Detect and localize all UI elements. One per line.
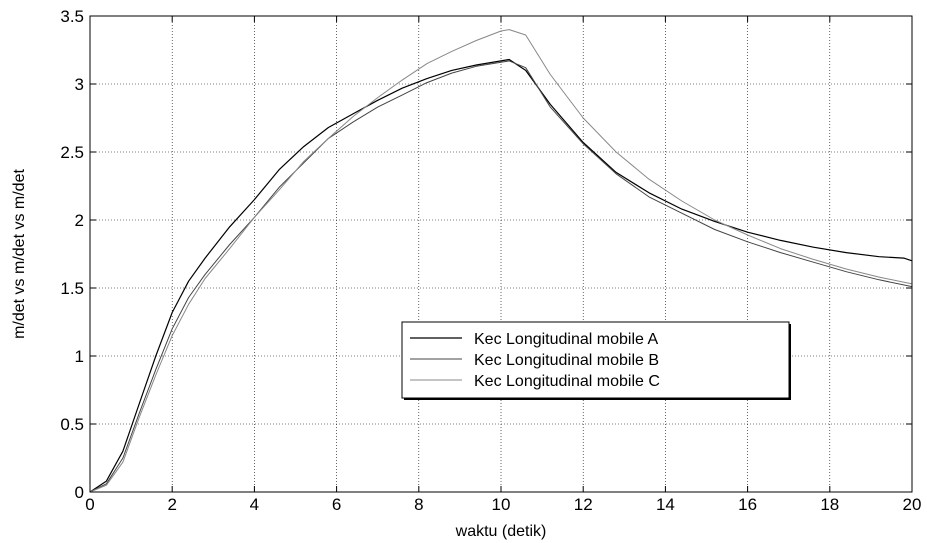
y-tick-label: 3	[75, 75, 84, 94]
legend-label-2: Kec Longitudinal mobile B	[474, 352, 659, 369]
y-tick-label: 2.5	[60, 143, 84, 162]
y-tick-label: 0	[75, 483, 84, 502]
y-tick-label: 0.5	[60, 415, 84, 434]
legend: Kec Longitudinal mobile A Kec Longitudina…	[401, 321, 791, 400]
x-tick-label: 12	[574, 495, 593, 514]
y-tick-labels: 0 0.5 1 1.5 2 2.5 3 3.5	[60, 7, 84, 502]
legend-label-3: Kec Longitudinal mobile C	[474, 373, 660, 390]
y-tick-label: 2	[75, 211, 84, 230]
grid-lines	[90, 16, 912, 492]
x-tick-label: 14	[656, 495, 675, 514]
x-tick-label: 8	[414, 495, 423, 514]
legend-box	[401, 321, 790, 399]
series-line-1	[89, 58, 913, 493]
x-axis-label: waktu (detik)	[455, 523, 547, 540]
x-tick-label: 18	[820, 495, 839, 514]
legend-label-1: Kec Longitudinal mobile A	[474, 331, 658, 348]
x-tick-label: 4	[250, 495, 259, 514]
x-tick-label: 10	[492, 495, 511, 514]
x-tick-label: 16	[738, 495, 757, 514]
y-tick-label: 1	[75, 347, 84, 366]
x-tick-label: 20	[903, 495, 922, 514]
x-tick-labels: 0 2 4 6 8 10 12 14 16 18 20	[85, 495, 921, 514]
axis-ticks	[89, 15, 913, 493]
series-line-2	[89, 60, 913, 493]
y-tick-label: 3.5	[60, 7, 84, 26]
y-axis-label: m/det vs m/det vs m/det	[11, 169, 28, 339]
x-tick-label: 6	[332, 495, 341, 514]
x-tick-label: 0	[85, 495, 94, 514]
series-line-3	[89, 29, 913, 493]
series-lines	[89, 29, 913, 493]
x-tick-label: 2	[167, 495, 176, 514]
y-tick-label: 1.5	[60, 279, 84, 298]
